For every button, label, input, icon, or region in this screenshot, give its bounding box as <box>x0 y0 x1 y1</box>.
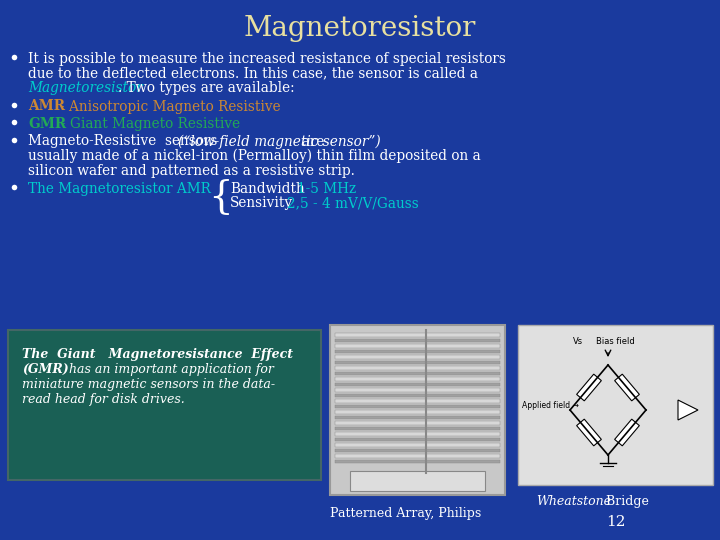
Text: {: { <box>208 179 233 216</box>
FancyBboxPatch shape <box>577 419 601 446</box>
Text: AMR: AMR <box>28 99 65 113</box>
Bar <box>335 410 500 414</box>
Bar <box>335 449 500 453</box>
Text: Magnetoresistor: Magnetoresistor <box>28 81 143 95</box>
FancyBboxPatch shape <box>615 374 639 401</box>
Bar <box>335 366 500 370</box>
Text: Sensivity: Sensivity <box>230 197 293 211</box>
Bar <box>335 339 500 342</box>
Text: GMR: GMR <box>28 117 66 131</box>
Text: 12: 12 <box>606 515 625 529</box>
Text: miniature magnetic sensors in the data-: miniature magnetic sensors in the data- <box>22 378 275 391</box>
Bar <box>335 443 500 447</box>
FancyBboxPatch shape <box>577 374 601 401</box>
Text: The  Giant   Magnetoresistance  Effect: The Giant Magnetoresistance Effect <box>22 348 293 361</box>
Bar <box>335 421 500 425</box>
Text: - Giant Magneto Resistive: - Giant Magneto Resistive <box>61 117 240 131</box>
FancyBboxPatch shape <box>330 325 505 495</box>
Text: are: are <box>293 134 325 149</box>
Bar <box>350 471 485 491</box>
Text: Magnetoresistor: Magnetoresistor <box>244 15 476 42</box>
Bar <box>335 377 500 381</box>
Text: 1-5 MHz: 1-5 MHz <box>297 182 356 196</box>
Text: Magneto-Resistive  sensors: Magneto-Resistive sensors <box>28 134 226 149</box>
Bar <box>335 372 500 375</box>
Text: silicon wafer and patterned as a resistive strip.: silicon wafer and patterned as a resisti… <box>28 164 355 178</box>
Text: Bias field: Bias field <box>596 337 635 346</box>
Text: has an important application for: has an important application for <box>65 363 274 376</box>
Text: - Anisotropic Magneto Resistive: - Anisotropic Magneto Resistive <box>60 99 281 113</box>
Text: (GMR): (GMR) <box>22 363 68 376</box>
Bar <box>335 437 500 441</box>
Bar <box>335 382 500 386</box>
Text: (“low-field magnetic sensor”): (“low-field magnetic sensor”) <box>178 134 381 149</box>
Polygon shape <box>678 400 698 420</box>
Bar <box>335 404 500 408</box>
Bar <box>335 355 500 359</box>
Bar <box>335 344 500 348</box>
Text: Bridge: Bridge <box>602 495 649 508</box>
Bar <box>335 432 500 436</box>
Bar <box>335 460 500 463</box>
Bar <box>335 349 500 353</box>
Text: Vs: Vs <box>573 337 583 346</box>
Text: due to the deflected electrons. In this case, the sensor is called a: due to the deflected electrons. In this … <box>28 66 478 80</box>
Bar <box>335 454 500 458</box>
Text: 2,5 - 4 mV/V/Gauss: 2,5 - 4 mV/V/Gauss <box>287 197 419 211</box>
Bar <box>335 388 500 392</box>
Bar <box>335 399 500 403</box>
Text: . Two types are available:: . Two types are available: <box>118 81 294 95</box>
FancyBboxPatch shape <box>615 419 639 446</box>
FancyBboxPatch shape <box>8 330 321 480</box>
Text: The Magnetoresistor AMR: The Magnetoresistor AMR <box>28 182 211 196</box>
Text: It is possible to measure the increased resistance of special resistors: It is possible to measure the increased … <box>28 52 506 66</box>
Bar <box>335 394 500 397</box>
Text: usually made of a nickel-iron (Permalloy) thin film deposited on a: usually made of a nickel-iron (Permalloy… <box>28 149 481 164</box>
Text: Bandwidth: Bandwidth <box>230 182 305 196</box>
Text: Wheatstone: Wheatstone <box>536 495 611 508</box>
FancyBboxPatch shape <box>518 325 713 485</box>
Bar <box>335 333 500 337</box>
Bar <box>335 361 500 365</box>
Text: read head for disk drives.: read head for disk drives. <box>22 393 185 406</box>
Bar <box>335 427 500 430</box>
Text: Applied field →: Applied field → <box>522 401 579 409</box>
Text: Patterned Array, Philips: Patterned Array, Philips <box>330 507 481 520</box>
Bar <box>335 415 500 420</box>
